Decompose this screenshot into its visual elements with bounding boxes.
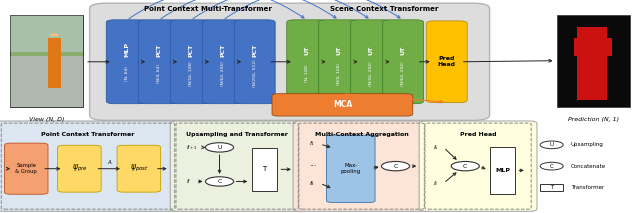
FancyBboxPatch shape [293,121,430,211]
FancyBboxPatch shape [383,20,424,104]
Bar [577,27,607,100]
Text: $f_c$: $f_c$ [433,179,439,188]
Text: PCT: PCT [156,43,161,57]
FancyBboxPatch shape [58,145,101,192]
Text: Upsampling and Transformer: Upsampling and Transformer [186,132,288,137]
Text: Max-
pooling: Max- pooling [340,163,361,174]
FancyBboxPatch shape [106,20,147,104]
Text: ...: ... [309,159,316,168]
Text: UT: UT [401,45,406,55]
Text: PCT: PCT [252,43,257,57]
Bar [252,148,277,191]
Circle shape [205,177,234,186]
Bar [48,38,61,88]
FancyBboxPatch shape [351,20,392,104]
Text: (N/64, 256): (N/64, 256) [221,61,225,86]
Text: PCT: PCT [188,43,193,57]
Circle shape [381,161,410,171]
Text: Upsampling: Upsampling [571,142,604,147]
Text: (N, 64): (N, 64) [125,66,129,81]
Bar [573,38,612,56]
Text: $f_S$: $f_S$ [309,179,316,188]
FancyBboxPatch shape [326,135,375,202]
Text: (N, 128): (N, 128) [305,65,309,82]
Text: Multi-Context Aggregation: Multi-Context Aggregation [315,132,408,137]
Text: (N/16, 256): (N/16, 256) [369,61,373,86]
FancyBboxPatch shape [4,143,48,194]
Text: C: C [394,164,397,169]
Text: UT: UT [369,45,374,55]
Bar [10,15,83,52]
Text: U: U [217,145,222,150]
Text: (N/256, 512): (N/256, 512) [253,60,257,87]
Text: UT: UT [337,45,342,55]
Text: Pred
Head: Pred Head [438,56,456,67]
Text: Pred Head: Pred Head [460,132,497,137]
Text: UT: UT [305,45,310,55]
Text: Point Context Multi-Transformer: Point Context Multi-Transformer [144,6,272,12]
Bar [10,15,83,106]
Text: $\psi_{pre}$: $\psi_{pre}$ [72,163,87,174]
FancyBboxPatch shape [170,121,304,211]
Bar [10,75,83,106]
Text: Transformer: Transformer [571,185,604,190]
Text: Concatenate: Concatenate [571,164,606,169]
Circle shape [540,162,563,170]
FancyBboxPatch shape [117,145,161,192]
Bar [490,147,515,194]
Text: U: U [550,142,554,147]
FancyBboxPatch shape [202,20,243,104]
Text: (N/4, 128): (N/4, 128) [337,63,341,85]
Text: $f_1$: $f_1$ [309,140,315,148]
FancyBboxPatch shape [234,20,275,104]
FancyBboxPatch shape [138,20,179,104]
Circle shape [50,34,59,37]
Text: (N/64, 256): (N/64, 256) [401,61,405,86]
Text: T: T [550,185,554,190]
Text: Point Context Transformer: Point Context Transformer [42,132,134,137]
Circle shape [205,143,234,152]
Bar [557,15,630,106]
FancyBboxPatch shape [319,20,360,104]
FancyBboxPatch shape [426,21,467,103]
Text: Sample
& Group: Sample & Group [15,163,37,174]
FancyBboxPatch shape [90,3,490,120]
Text: MLP: MLP [495,168,510,173]
FancyBboxPatch shape [0,121,180,211]
Text: MCA: MCA [333,100,352,109]
FancyBboxPatch shape [419,121,537,211]
Text: (N/4, 64): (N/4, 64) [157,64,161,83]
Text: T: T [262,166,266,172]
Text: C: C [463,164,467,169]
Circle shape [451,161,479,171]
Bar [10,15,83,106]
Text: C: C [550,164,554,169]
Text: View (N, D): View (N, D) [29,117,64,122]
Text: Prediction (N, 1): Prediction (N, 1) [568,117,619,122]
FancyBboxPatch shape [170,20,211,104]
Text: $f_{i+1}$: $f_{i+1}$ [186,143,198,152]
Circle shape [540,141,563,149]
FancyBboxPatch shape [272,94,413,116]
Text: (N/16, 128): (N/16, 128) [189,61,193,86]
Text: $f_i$: $f_i$ [186,177,191,186]
Text: C: C [218,179,221,184]
Text: $f_o$: $f_o$ [433,143,440,152]
Text: Scene Context Transformer: Scene Context Transformer [330,6,438,12]
Bar [10,56,83,106]
Text: PCT: PCT [220,43,225,57]
Bar [540,184,563,191]
Text: A: A [108,160,111,165]
Text: $\psi_{post}$: $\psi_{post}$ [129,163,148,174]
Text: MLP: MLP [124,42,129,58]
FancyBboxPatch shape [287,20,328,104]
